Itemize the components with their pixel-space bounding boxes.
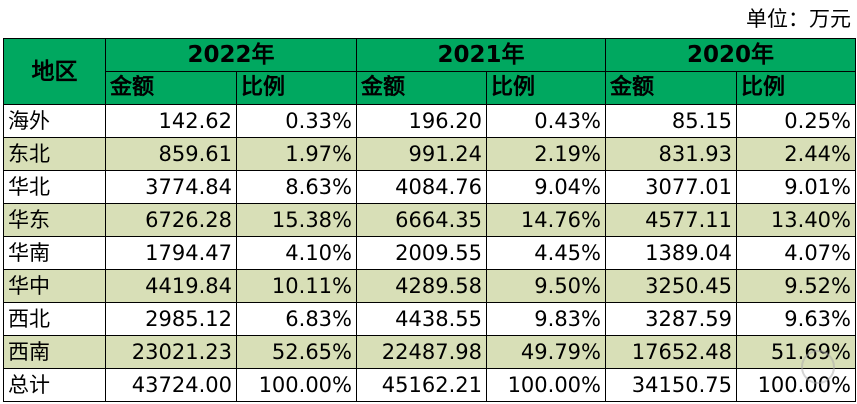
ratio-2021-cell: 49.79%: [486, 335, 606, 369]
ratio-2020-cell: 0.25%: [736, 104, 856, 138]
watermark-logo: [801, 350, 835, 384]
amount-2022-cell: 1794.47: [105, 236, 237, 270]
table-row: 华中 4419.84 10.11% 4289.58 9.50% 3250.45 9.52%: [3, 269, 856, 303]
region-cell: 西北: [3, 302, 106, 336]
unit-row: 单位：万元: [0, 0, 857, 38]
table-row: 总计 43724.00 100.00% 45162.21 100.00% 34150.75…: [3, 368, 856, 402]
amount-2022-cell: 142.62: [105, 104, 237, 138]
ratio-2020-cell: 9.01%: [736, 170, 856, 204]
region-cell: 华东: [3, 203, 106, 237]
table-row: 西北 2985.12 6.83% 4438.55 9.83% 3287.59 9.63%: [3, 302, 856, 336]
amount-header-2020: 金额: [605, 71, 737, 105]
amount-2021-cell: 196.20: [356, 104, 487, 138]
amount-2021-cell: 22487.98: [356, 335, 487, 369]
amount-2022-cell: 2985.12: [105, 302, 237, 336]
amount-2020-cell: 4577.11: [605, 203, 737, 237]
ratio-2022-cell: 10.11%: [236, 269, 357, 303]
region-header: 地区: [3, 38, 106, 105]
amount-2020-cell: 3250.45: [605, 269, 737, 303]
amount-2020-cell: 85.15: [605, 104, 737, 138]
amount-2020-cell: 3287.59: [605, 302, 737, 336]
table-row: 东北 859.61 1.97% 991.24 2.19% 831.93 2.44%: [3, 137, 856, 171]
amount-2022-cell: 3774.84: [105, 170, 237, 204]
amount-2020-cell: 831.93: [605, 137, 737, 171]
region-cell: 海外: [3, 104, 106, 138]
region-cell: 华中: [3, 269, 106, 303]
amount-header-2021: 金额: [356, 71, 487, 105]
amount-2020-cell: 17652.48: [605, 335, 737, 369]
regional-revenue-table: 地区 2022年 2021年 2020年 金额 比例 金额 比例 金额 比例 海…: [3, 38, 856, 402]
region-cell: 华南: [3, 236, 106, 270]
ratio-2021-cell: 100.00%: [486, 368, 606, 402]
ratio-2020-cell: 13.40%: [736, 203, 856, 237]
ratio-2021-cell: 2.19%: [486, 137, 606, 171]
ratio-2020-cell: 4.07%: [736, 236, 856, 270]
year-header-2022: 2022年: [105, 38, 357, 72]
amount-2020-cell: 34150.75: [605, 368, 737, 402]
ratio-2021-cell: 9.04%: [486, 170, 606, 204]
ratio-2020-cell: 9.63%: [736, 302, 856, 336]
year-header-2020: 2020年: [605, 38, 856, 72]
table-row: 西南 23021.23 52.65% 22487.98 49.79% 17652.48 51…: [3, 335, 856, 369]
amount-2022-cell: 6726.28: [105, 203, 237, 237]
ratio-2020-cell: 100.00%: [736, 368, 856, 402]
ratio-2022-cell: 52.65%: [236, 335, 357, 369]
table-row: 海外 142.62 0.33% 196.20 0.43% 85.15 0.25%: [3, 104, 856, 138]
ratio-2020-cell: 2.44%: [736, 137, 856, 171]
table-body: 海外 142.62 0.33% 196.20 0.43% 85.15 0.25% 东北 859.…: [3, 104, 856, 402]
region-cell: 东北: [3, 137, 106, 171]
ratio-2022-cell: 4.10%: [236, 236, 357, 270]
ratio-2021-cell: 9.50%: [486, 269, 606, 303]
amount-header-2022: 金额: [105, 71, 237, 105]
amount-2020-cell: 3077.01: [605, 170, 737, 204]
amount-2022-cell: 859.61: [105, 137, 237, 171]
ratio-2022-cell: 100.00%: [236, 368, 357, 402]
region-cell: 总计: [3, 368, 106, 402]
ratio-2021-cell: 4.45%: [486, 236, 606, 270]
amount-2022-cell: 23021.23: [105, 335, 237, 369]
amount-2021-cell: 4289.58: [356, 269, 487, 303]
ratio-2022-cell: 1.97%: [236, 137, 357, 171]
amount-2020-cell: 1389.04: [605, 236, 737, 270]
year-header-row: 地区 2022年 2021年 2020年: [3, 38, 856, 105]
ratio-2021-cell: 0.43%: [486, 104, 606, 138]
ratio-header-2022: 比例: [236, 71, 357, 105]
amount-2022-cell: 43724.00: [105, 368, 237, 402]
region-cell: 华北: [3, 170, 106, 204]
ratio-2022-cell: 15.38%: [236, 203, 357, 237]
amount-2021-cell: 991.24: [356, 137, 487, 171]
amount-2021-cell: 4084.76: [356, 170, 487, 204]
table-row: 华南 1794.47 4.10% 2009.55 4.45% 1389.04 4.07%: [3, 236, 856, 270]
ratio-2022-cell: 8.63%: [236, 170, 357, 204]
amount-2021-cell: 4438.55: [356, 302, 487, 336]
amount-2021-cell: 6664.35: [356, 203, 487, 237]
ratio-2021-cell: 9.83%: [486, 302, 606, 336]
sub-header-row: 金额 比例 金额 比例 金额 比例: [4, 71, 856, 105]
ratio-2020-cell: 51.69%: [736, 335, 856, 369]
ratio-2022-cell: 0.33%: [236, 104, 357, 138]
ratio-2020-cell: 9.52%: [736, 269, 856, 303]
year-header-2021: 2021年: [356, 38, 606, 72]
amount-2022-cell: 4419.84: [105, 269, 237, 303]
ratio-2021-cell: 14.76%: [486, 203, 606, 237]
amount-2021-cell: 2009.55: [356, 236, 487, 270]
table-row: 华北 3774.84 8.63% 4084.76 9.04% 3077.01 9.01%: [3, 170, 856, 204]
ratio-header-2021: 比例: [486, 71, 606, 105]
ratio-2022-cell: 6.83%: [236, 302, 357, 336]
region-cell: 西南: [3, 335, 106, 369]
ratio-header-2020: 比例: [736, 71, 856, 105]
amount-2021-cell: 45162.21: [356, 368, 487, 402]
unit-label: 单位：万元: [746, 7, 851, 31]
table-row: 华东 6726.28 15.38% 6664.35 14.76% 4577.11 13.40…: [3, 203, 856, 237]
